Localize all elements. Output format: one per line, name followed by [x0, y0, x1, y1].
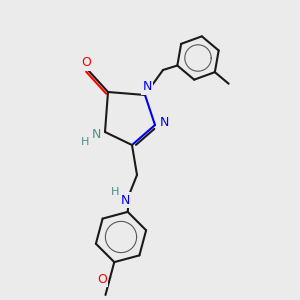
Text: H: H	[111, 187, 119, 197]
Text: H: H	[81, 137, 89, 147]
Text: N: N	[91, 128, 101, 140]
Text: N: N	[120, 194, 130, 206]
Text: O: O	[81, 56, 91, 70]
Text: N: N	[142, 80, 152, 94]
Text: O: O	[97, 273, 107, 286]
Text: N: N	[159, 116, 169, 130]
